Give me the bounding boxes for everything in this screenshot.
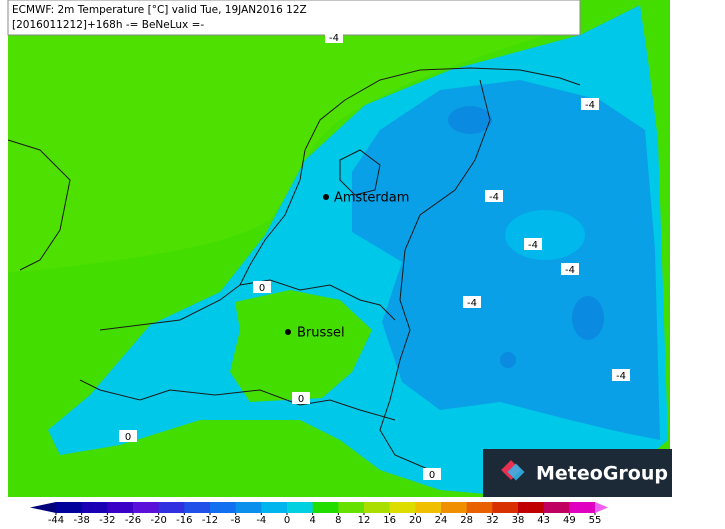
colorbar-segment: [287, 502, 314, 513]
header-subtitle: [2016011212]+168h -= BeNeLux =-: [12, 19, 204, 31]
city-dot: [323, 194, 329, 200]
colorbar-tick-label: -32: [99, 515, 115, 525]
colorbar-segment: [338, 502, 365, 513]
colorbar-tick-label: 4: [309, 515, 315, 525]
contour-label-box: [561, 263, 579, 275]
colorbar-tick-label: -26: [125, 515, 141, 525]
colorbar-tick-label: -16: [176, 515, 192, 525]
contour-label: 0: [259, 283, 265, 294]
colorbar-segment: [184, 502, 211, 513]
colder-region: [352, 80, 660, 440]
contour-label-box: [292, 392, 310, 404]
colorbar-tick-label: -20: [150, 515, 166, 525]
coldest-spot: [500, 352, 516, 368]
colorbar-segment: [441, 502, 468, 513]
contour-label: -4: [616, 371, 626, 382]
city-label: Brussel: [297, 326, 345, 341]
contour-label: -4: [467, 298, 477, 309]
contour-label: -4: [528, 240, 538, 251]
contour-label-box: [325, 31, 343, 43]
colorbar-segment: [569, 502, 596, 513]
warm-region: [230, 290, 372, 402]
milder-spot: [505, 210, 585, 260]
header-box: [7, 0, 581, 36]
city-dot: [285, 329, 291, 335]
contour-label: -4: [585, 100, 595, 111]
border: [239, 279, 396, 321]
colorbar-segment: [466, 502, 493, 513]
colorbar-arrow: [595, 502, 608, 513]
contour-label: -4: [489, 192, 499, 203]
colorbar-segment: [492, 502, 519, 513]
contour-label-box: [423, 468, 441, 480]
colorbar-tick-label: 16: [383, 515, 396, 525]
colorbar-tick-label: -4: [256, 515, 266, 525]
logo-icon: [507, 463, 525, 481]
contour-label: 0: [298, 394, 304, 405]
colorbar-segment: [210, 502, 237, 513]
colorbar-segment: [518, 502, 545, 513]
colorbar-tick-label: -8: [231, 515, 241, 525]
colorbar-tick-label: 0: [284, 515, 290, 525]
contour-label: 0: [125, 432, 131, 443]
coldest-spot: [448, 106, 492, 134]
colorbar-segment: [389, 502, 416, 513]
colorbar-segment: [56, 502, 83, 513]
border: [99, 284, 241, 331]
colorbar-segment: [261, 502, 288, 513]
contour-label: 0: [429, 470, 435, 481]
logo-text: MeteoGroup: [536, 463, 668, 485]
colorbar-segment: [133, 502, 160, 513]
colorbar-segment: [543, 502, 570, 513]
city-label: Amsterdam: [334, 191, 409, 206]
colorbar-tick-label: 20: [409, 515, 422, 525]
coastline: [239, 149, 306, 286]
contour-label-box: [463, 296, 481, 308]
colorbar-tick-label: 43: [537, 515, 550, 525]
colorbar-tick-label: 24: [435, 515, 448, 525]
contour-label-box: [524, 238, 542, 250]
contour-label-box: [253, 281, 271, 293]
colorbar-tick-label: 28: [460, 515, 473, 525]
colorbar-tick-label: 55: [589, 515, 602, 525]
header-title: ECMWF: 2m Temperature [°C] valid Tue, 19…: [12, 4, 307, 16]
coastline: [7, 139, 71, 271]
lake-shore: [339, 149, 381, 196]
border: [79, 379, 396, 421]
contour-label: -4: [565, 265, 575, 276]
sea-region: [8, 0, 580, 272]
coldest-spot: [572, 296, 604, 340]
colorbar: -44 -38 -32 -26 -20 -16 -12 -8 -4 0 4 8 12 16 20 24 28 32…: [30, 502, 608, 526]
colorbar-tick-label: 8: [335, 515, 341, 525]
contour-label-box: [119, 430, 137, 442]
colorbar-segment: [158, 502, 185, 513]
contour-label-box: [581, 98, 599, 110]
colorbar-segment: [81, 502, 108, 513]
contour-label-box: [485, 190, 503, 202]
colorbar-tick-label: -38: [73, 515, 89, 525]
colorbar-segment: [364, 502, 391, 513]
contour-label-box: [612, 369, 630, 381]
colorbar-tick-label: 12: [358, 515, 371, 525]
colorbar-segment: [107, 502, 134, 513]
contour-labels: -4 -4 -4 -4 -4 -4 -4 0 0 0 0: [119, 31, 630, 481]
colorbar-segment: [415, 502, 442, 513]
colorbar-segment: [235, 502, 262, 513]
colorbar-segment: [312, 502, 339, 513]
border: [379, 79, 491, 471]
contour-label: -4: [329, 33, 339, 44]
colorbar-arrow: [30, 502, 56, 513]
colorbar-tick-label: -44: [48, 515, 64, 525]
colorbar-tick-label: 49: [563, 515, 576, 525]
colorbar-tick-label: 32: [486, 515, 499, 525]
colorbar-tick-label: 38: [512, 515, 525, 525]
colorbar-tick-label: -12: [202, 515, 218, 525]
coastline: [304, 67, 581, 151]
